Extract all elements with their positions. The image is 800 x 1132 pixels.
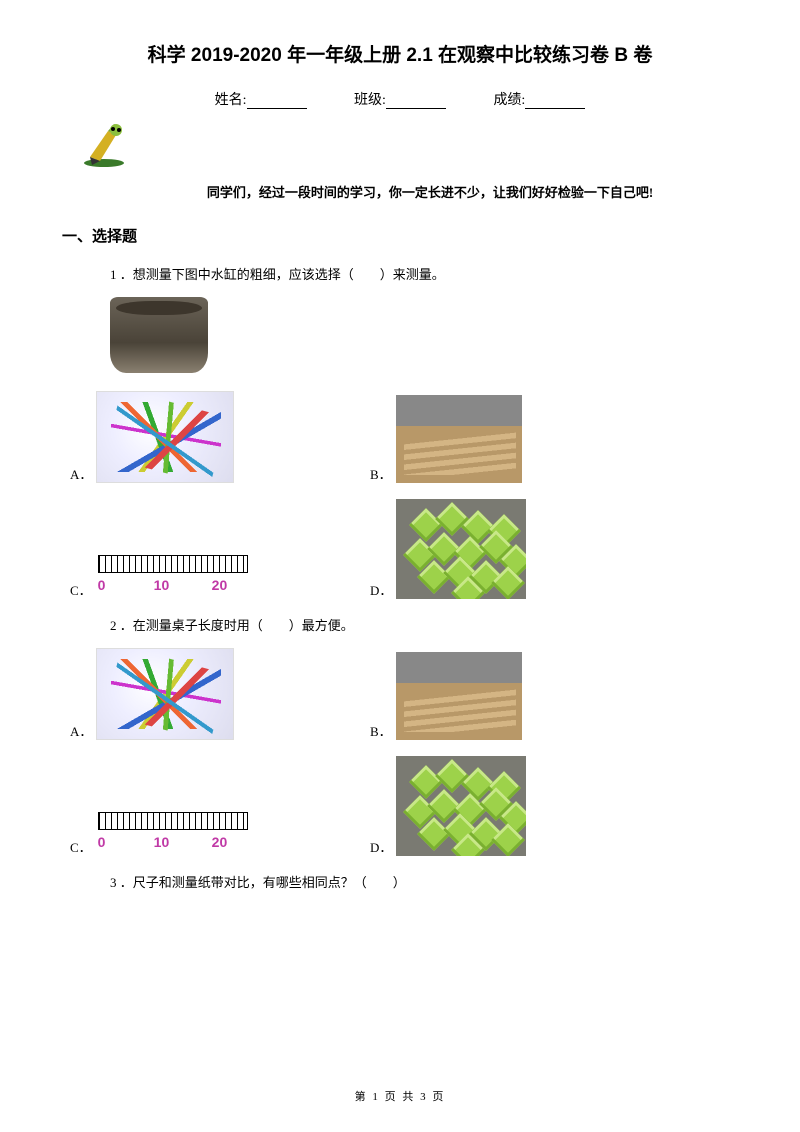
option-c-label: C．: [70, 580, 92, 599]
q2-option-d: D．: [370, 756, 526, 856]
question-3: 3 ．尺子和测量纸带对比，有哪些相同点？（ ）: [110, 872, 730, 891]
q2-option-b: B．: [370, 652, 522, 740]
ruler-image-2: 0 10 20: [96, 806, 250, 856]
ruler-10-2: 10: [154, 834, 170, 850]
q2-option-c: C． 0 10 20: [70, 806, 370, 856]
paperclips-image: [96, 391, 234, 483]
ruler-20: 20: [212, 577, 228, 593]
q2-options-row2: C． 0 10 20 D．: [70, 756, 730, 856]
option-a-label: A．: [70, 464, 92, 483]
page-title: 科学 2019-2020 年一年级上册 2.1 在观察中比较练习卷 B 卷: [70, 40, 730, 67]
q1-option-a: A．: [70, 391, 370, 483]
q1-options-row2: C． 0 10 20 D．: [70, 499, 730, 599]
score-label: 成绩:: [493, 93, 525, 108]
pencil-icon: [80, 121, 730, 174]
ruler-20-2: 20: [212, 834, 228, 850]
paperclips-image-2: [96, 648, 234, 740]
option-a-label-2: A．: [70, 721, 92, 740]
name-underline[interactable]: [247, 95, 307, 109]
option-d-label: D．: [370, 580, 392, 599]
option-c-label-2: C．: [70, 837, 92, 856]
info-row: 姓名: 班级: 成绩:: [70, 89, 730, 109]
ruler-10: 10: [154, 577, 170, 593]
q2-option-a: A．: [70, 648, 370, 740]
ruler-0: 0: [98, 577, 106, 593]
q2-options-row1: A． B．: [70, 648, 730, 740]
option-b-label: B．: [370, 464, 392, 483]
question-2: 2 ．在测量桌子长度时用（ ）最方便。: [110, 615, 730, 634]
chopsticks-image: [396, 395, 522, 483]
class-underline[interactable]: [386, 95, 446, 109]
jar-image: [110, 297, 730, 373]
score-field: 成绩:: [493, 89, 585, 109]
section-1-heading: 一、选择题: [62, 225, 730, 246]
class-field: 班级:: [354, 89, 446, 109]
encourage-text: 同学们，经过一段时间的学习，你一定长进不少，让我们好好检验一下自己吧!: [130, 182, 730, 201]
q1-option-c: C． 0 10 20: [70, 549, 370, 599]
name-field: 姓名:: [215, 89, 307, 109]
option-b-label-2: B．: [370, 721, 392, 740]
cubes-image: [396, 499, 526, 599]
page-footer: 第 1 页 共 3 页: [0, 1088, 800, 1104]
score-underline[interactable]: [525, 95, 585, 109]
q1-option-d: D．: [370, 499, 526, 599]
cubes-image-2: [396, 756, 526, 856]
option-d-label-2: D．: [370, 837, 392, 856]
q1-option-b: B．: [370, 395, 522, 483]
ruler-0-2: 0: [98, 834, 106, 850]
question-1: 1 ．想测量下图中水缸的粗细，应该选择（ ）来测量。: [110, 264, 730, 283]
q1-options-row1: A． B．: [70, 391, 730, 483]
chopsticks-image-2: [396, 652, 522, 740]
ruler-image: 0 10 20: [96, 549, 250, 599]
class-label: 班级:: [354, 93, 386, 108]
name-label: 姓名:: [215, 93, 247, 108]
